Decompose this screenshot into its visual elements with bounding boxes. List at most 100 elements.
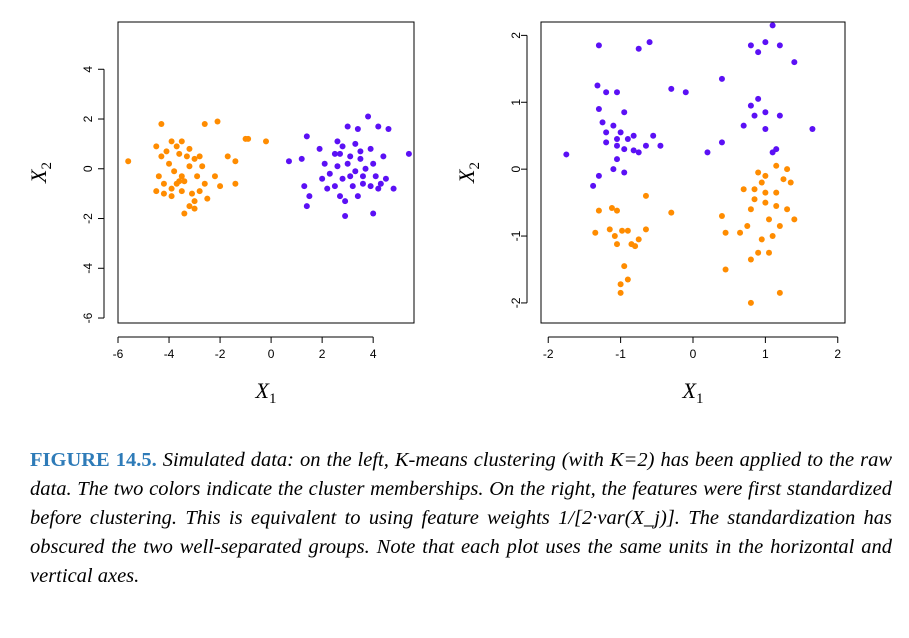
data-point <box>332 151 338 157</box>
data-point <box>614 208 620 214</box>
data-point <box>748 42 754 48</box>
data-point <box>777 42 783 48</box>
data-point <box>217 183 223 189</box>
figure-label: FIGURE 14.5. <box>30 449 157 471</box>
data-point <box>596 42 602 48</box>
x-axis-title: X1 <box>682 378 704 407</box>
data-point <box>619 228 625 234</box>
data-point <box>632 243 638 249</box>
data-point <box>791 59 797 65</box>
y-axis-title: X2 <box>454 162 483 184</box>
data-point <box>788 180 794 186</box>
series-1 <box>125 119 269 217</box>
data-point <box>762 173 768 179</box>
data-point <box>603 129 609 135</box>
data-point <box>762 200 768 206</box>
data-point <box>737 230 743 236</box>
data-point <box>762 39 768 45</box>
data-point <box>306 193 312 199</box>
data-point <box>186 146 192 152</box>
data-point <box>370 211 376 217</box>
data-point <box>378 181 384 187</box>
data-point <box>342 213 348 219</box>
y-tick-label: 1 <box>509 99 523 106</box>
data-point <box>232 181 238 187</box>
data-point <box>600 119 606 125</box>
data-point <box>385 126 391 132</box>
data-point <box>621 146 627 152</box>
data-point <box>406 151 412 157</box>
data-point <box>614 136 620 142</box>
x-tick-label: 4 <box>370 347 377 361</box>
data-point <box>380 153 386 159</box>
data-point <box>319 176 325 182</box>
figure-caption: FIGURE 14.5. Simulated data: on the left… <box>30 446 892 591</box>
data-point <box>770 233 776 239</box>
data-point <box>777 290 783 296</box>
data-point <box>748 103 754 109</box>
data-point <box>304 133 310 139</box>
data-point <box>770 149 776 155</box>
data-point <box>204 196 210 202</box>
right-scatter-plot: -2 -1 0 1 2-2-1012X1X2 <box>454 22 845 407</box>
data-point <box>360 181 366 187</box>
data-point <box>563 151 569 157</box>
data-point <box>610 123 616 129</box>
data-point <box>621 109 627 115</box>
data-point <box>332 183 338 189</box>
data-point <box>215 119 221 125</box>
data-point <box>618 281 624 287</box>
data-point <box>166 161 172 167</box>
data-point <box>197 153 203 159</box>
data-point <box>631 133 637 139</box>
data-point <box>194 173 200 179</box>
y-tick-label: -6 <box>81 312 95 323</box>
data-point <box>773 203 779 209</box>
y-tick-label: 4 <box>81 66 95 73</box>
data-point <box>352 168 358 174</box>
data-point <box>192 206 198 212</box>
data-point <box>723 266 729 272</box>
data-point <box>784 166 790 172</box>
data-point <box>391 186 397 192</box>
data-point <box>355 193 361 199</box>
data-point <box>342 198 348 204</box>
data-point <box>161 181 167 187</box>
data-point <box>755 49 761 55</box>
data-point <box>612 233 618 239</box>
data-point <box>299 156 305 162</box>
data-point <box>176 151 182 157</box>
data-point <box>719 76 725 82</box>
x-axis-title: X1 <box>255 378 277 407</box>
data-point <box>755 170 761 176</box>
data-point <box>355 126 361 132</box>
data-point <box>607 226 613 232</box>
x-tick-label: 1 <box>762 347 769 361</box>
data-point <box>759 180 765 186</box>
data-point <box>174 143 180 149</box>
data-point <box>668 86 674 92</box>
data-point <box>286 158 292 164</box>
data-point <box>614 156 620 162</box>
x-tick-label: -2 <box>543 347 554 361</box>
data-point <box>365 114 371 120</box>
data-point <box>609 205 615 211</box>
data-point <box>317 146 323 152</box>
data-point <box>383 176 389 182</box>
data-point <box>766 250 772 256</box>
data-point <box>161 191 167 197</box>
figure-panels: -6 -4 -2 0 2 4 -6 -4 -2 0 2 4 X1 X2 -2 -1 0 1 2 -2 -1 0 1 2 X1 X… <box>0 0 909 430</box>
y-tick-label: -2 <box>509 297 523 308</box>
data-point <box>752 113 758 119</box>
data-point <box>719 213 725 219</box>
data-point <box>773 163 779 169</box>
data-point <box>657 143 663 149</box>
caption-text: Simulated data: on the left, K-means clu… <box>30 449 892 587</box>
y-tick-label: -2 <box>81 213 95 224</box>
data-point <box>643 193 649 199</box>
data-point <box>345 161 351 167</box>
data-point <box>668 210 674 216</box>
data-point <box>592 230 598 236</box>
data-point <box>263 138 269 144</box>
data-point <box>784 206 790 212</box>
